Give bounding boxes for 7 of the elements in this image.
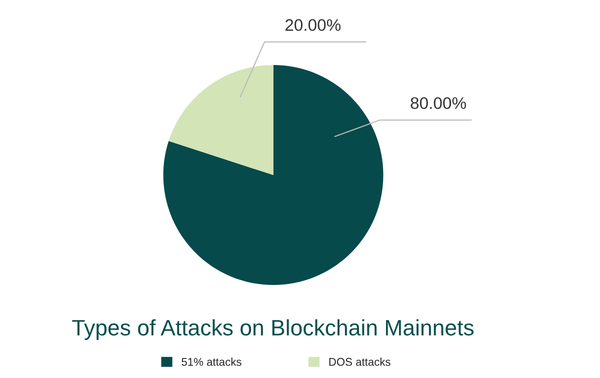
data-label: 20.00% bbox=[285, 19, 341, 31]
text: Types of Attacks on Blockchain Mainnets bbox=[72, 319, 474, 340]
legend-label: DOS attacks bbox=[329, 358, 390, 366]
pie-slice bbox=[163, 65, 384, 286]
legend-label: 51% attacks bbox=[182, 358, 242, 366]
data-label: 80.00% bbox=[410, 97, 466, 110]
pie-slice bbox=[168, 65, 274, 176]
